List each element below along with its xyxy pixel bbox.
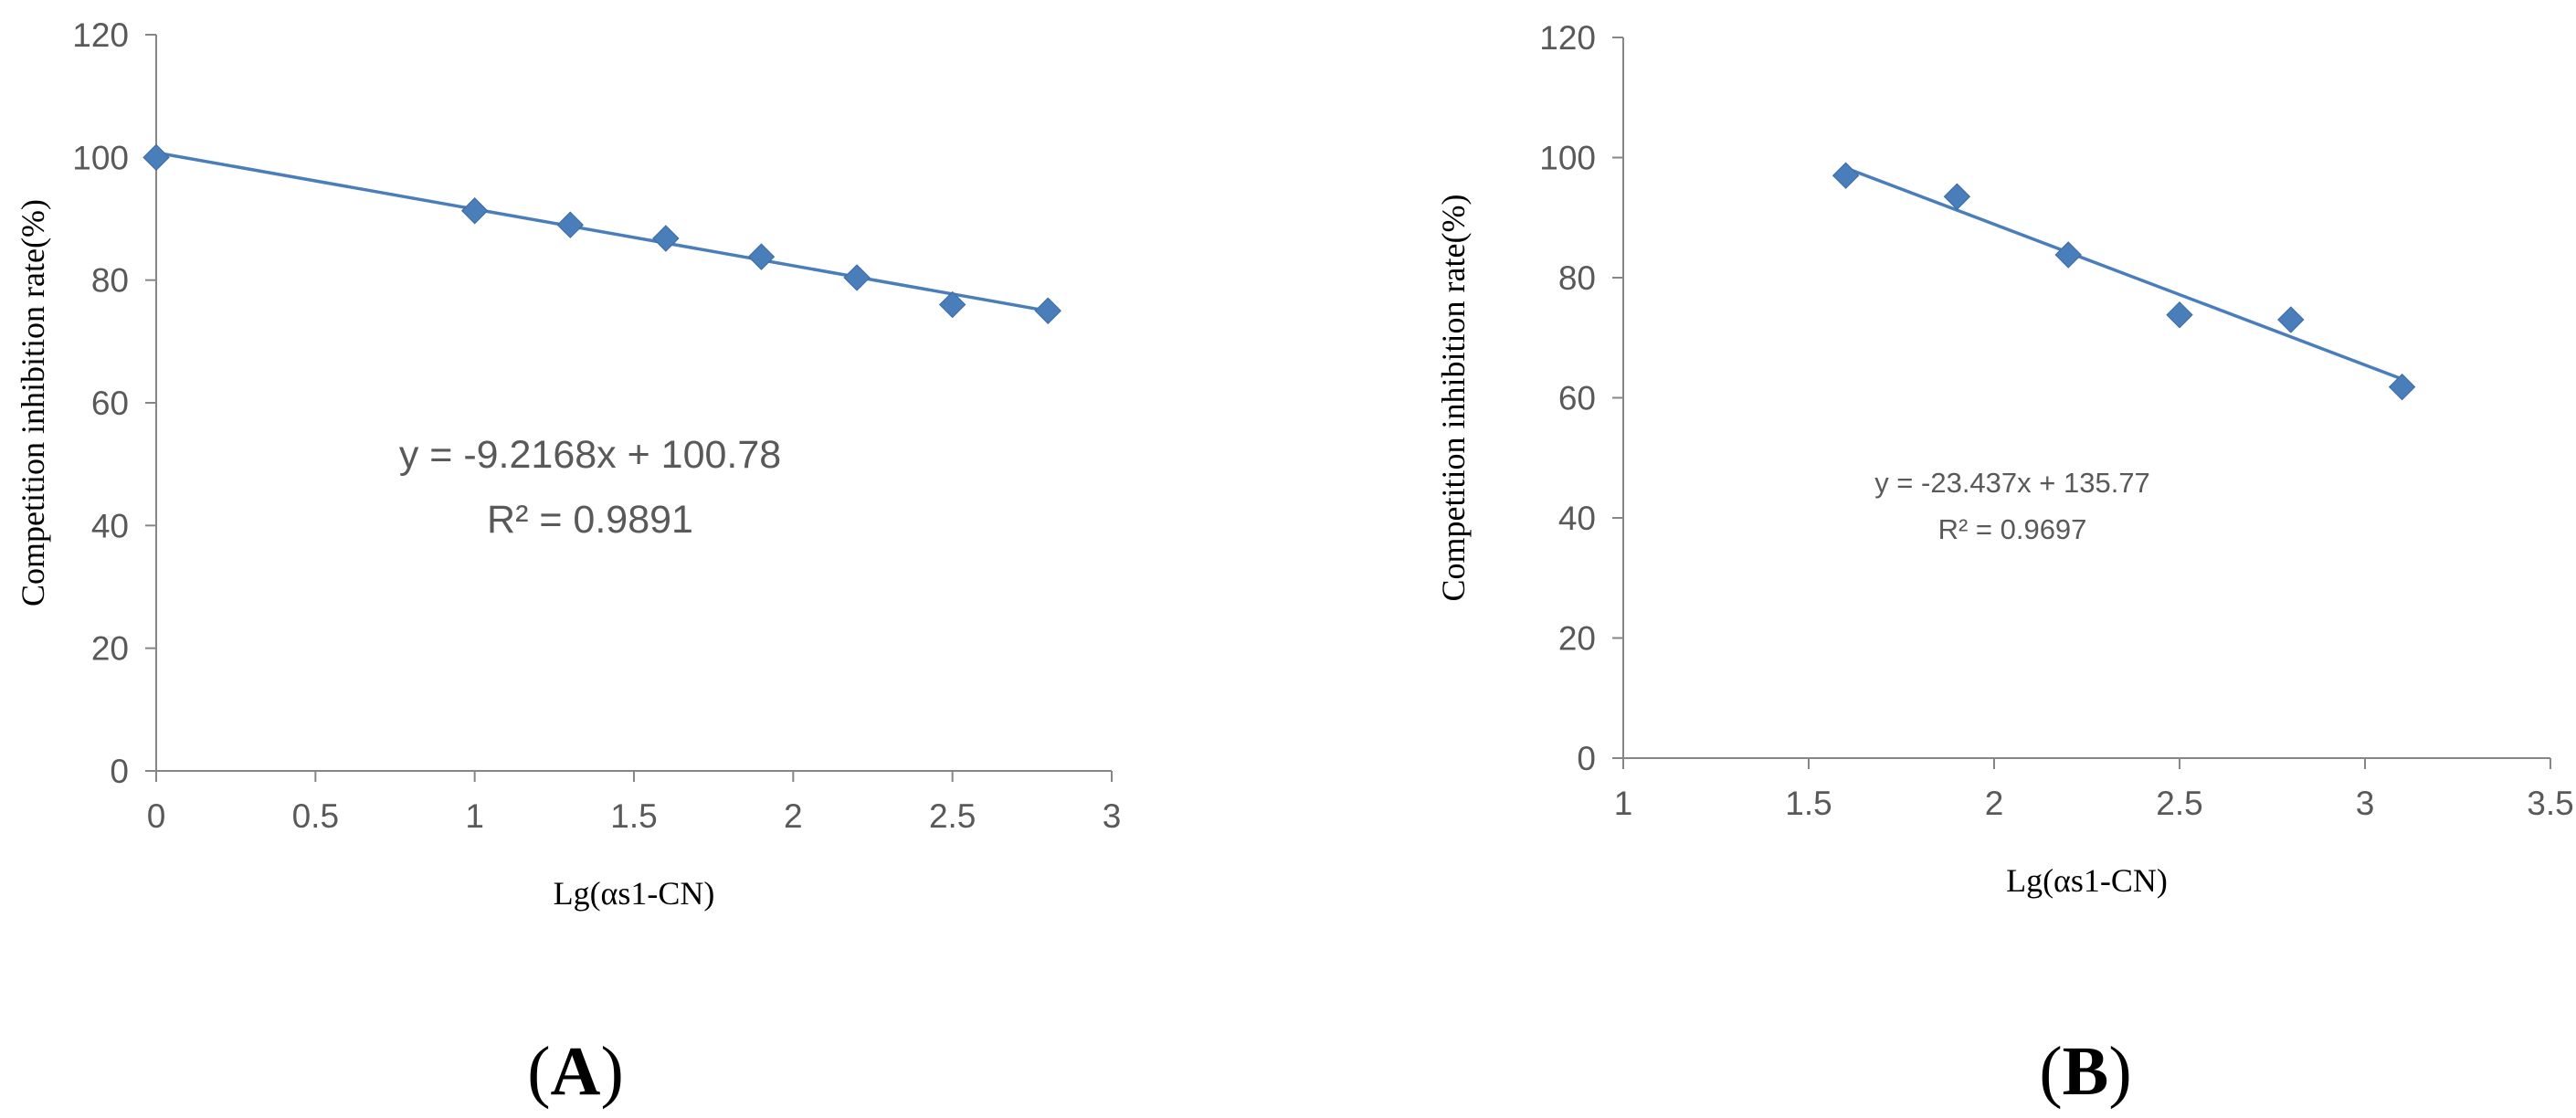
x-tick-label: 3 [2356,785,2375,822]
data-point [460,197,489,225]
y-tick-label: 80 [1558,259,1596,297]
panel-label-letter: B [2063,1033,2109,1110]
y-tick-label: 120 [1539,19,1596,57]
y-tick-label: 100 [1539,140,1596,177]
x-tick-label: 3.5 [2527,785,2573,822]
x-axis-title: Lg(αs1-CN) [2006,862,2168,899]
panel-label-open: ( [527,1033,550,1110]
r-squared-label: R² = 0.9891 [487,498,693,542]
y-axis-title: Competition inhibition rate(%) [1435,195,1472,602]
data-point [556,211,584,238]
y-tick-label: 40 [1558,500,1596,537]
trendline-equation: y = -9.2168x + 100.78 [399,433,781,477]
data-point [2054,241,2082,269]
y-tick-label: 40 [91,507,129,544]
trendline [155,151,1049,313]
chart-a: 0 20 40 60 80 100 120 0 0.5 1 1.5 2 2.5 3 y = -9.2168x… [15,16,1121,1110]
chart-b: 0 20 40 60 80 100 120 1 1.5 2 2.5 3 3.5 y = -23.437x … [1435,19,2574,1110]
data-point [1034,297,1061,324]
x-tick-label: 0 [147,797,166,835]
y-tick-label: 60 [1558,380,1596,417]
y-tick-label: 60 [91,385,129,422]
data-point [143,143,170,172]
y-tick-label: 120 [72,16,129,54]
data-point [1832,162,1860,189]
y-tick-label: 20 [91,630,129,668]
x-axis-title: Lg(αs1-CN) [554,875,715,912]
x-tick-label: 0.5 [292,797,339,835]
data-point [2388,373,2416,401]
y-tick-label: 20 [1558,620,1596,658]
r-squared-label: R² = 0.9697 [1938,513,2087,545]
data-point [938,290,966,319]
x-tick-label: 1.5 [610,797,657,835]
data-point [652,225,680,252]
panel-label-open: ( [2039,1033,2062,1110]
y-tick-label: 80 [91,262,129,300]
panel-label: (A) [527,1033,624,1110]
data-point [2277,306,2305,333]
x-tick-label: 3 [1103,797,1122,835]
y-tick-label: 100 [72,139,129,176]
panel-label-close: ) [600,1033,623,1110]
data-point [2166,301,2193,329]
x-tick-label: 1 [465,797,484,835]
x-tick-label: 2.5 [929,797,976,835]
x-tick-label: 1 [1614,785,1633,822]
panel-label-close: ) [2108,1033,2131,1110]
x-tick-label: 2 [1985,785,2004,822]
y-tick-label: 0 [1577,740,1596,777]
panel-label-letter: A [551,1033,601,1110]
trendline-equation: y = -23.437x + 135.77 [1874,467,2150,499]
x-tick-label: 1.5 [1785,785,1832,822]
x-tick-label: 2.5 [2156,785,2202,822]
trendline [1844,166,2403,381]
data-point [1943,183,1971,210]
data-point [747,243,776,270]
x-tick-label: 2 [784,797,803,835]
y-tick-label: 0 [110,753,129,790]
data-point [843,264,871,291]
y-axis-title: Competition inhibition rate(%) [15,199,51,606]
panel-label: (B) [2039,1033,2131,1110]
